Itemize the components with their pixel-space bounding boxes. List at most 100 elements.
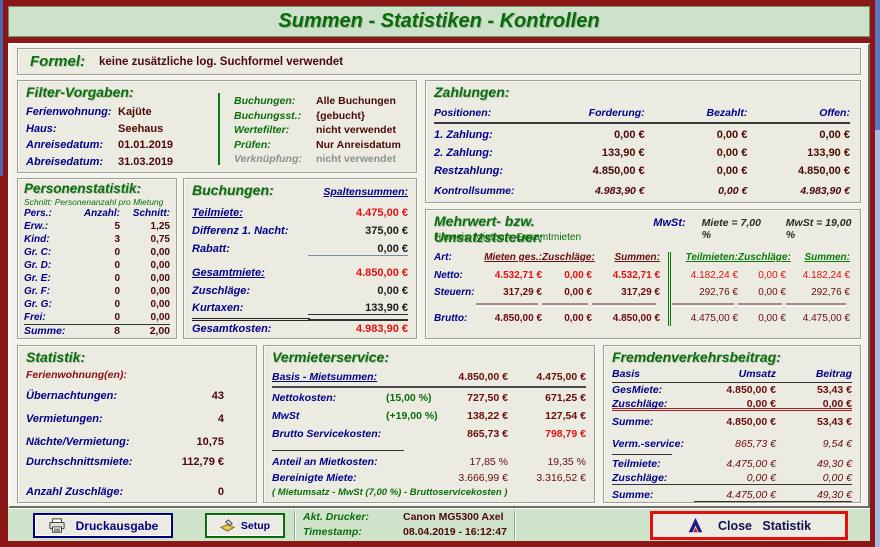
col-summen-1: Summen: [614, 252, 660, 263]
col-art: Art: [434, 252, 452, 263]
stat-value: 43 [211, 390, 224, 402]
vermieterservice-title: Vermieterservice: [272, 349, 390, 365]
person-schnitt: 0,00 [150, 247, 170, 258]
stat-value: 0 [217, 486, 224, 498]
fv-summe-umsatz: 4.475,00 € [694, 489, 776, 502]
filter-row-label: Abreisedatum: [26, 155, 104, 168]
fv-summe1: Summe: 4.850,00 € 53,43 € [612, 416, 852, 428]
title-bar: Summen - Statistiken - Kontrollen [8, 6, 870, 37]
formel-label: Formel: [30, 53, 86, 70]
fv-group1: GesMiete: 4.850,00 € 53,43 € Zuschläge: … [612, 384, 852, 411]
person-anzahl: 0 [114, 247, 120, 258]
setting-value: {gebucht} [316, 109, 366, 122]
filter-row-value: 01.01.2019 [118, 139, 174, 151]
personen-summe: Summe: 8 2,00 [24, 325, 170, 337]
fv-group2: Teilmiete: 4.475,00 € 49,30 € Zuschläge:… [612, 458, 852, 485]
col-positionen: Positionen: [434, 107, 492, 119]
buchung-value: 4.983,90 € [356, 323, 408, 335]
buchungen-divider-right [308, 319, 408, 321]
zahlung-forderung: 133,90 € [601, 147, 645, 159]
person-anzahl: 5 [114, 221, 120, 232]
vs-bereinigt-v2: 3.316,52 € [536, 472, 586, 484]
fv-umsatz: 4.850,00 € [726, 384, 776, 396]
setting-label: Buchungsst.: [234, 109, 302, 122]
section-zahlungen: Zahlungen: Positionen: Forderung: Bezahl… [425, 80, 861, 203]
steuern-value: 317,29 € [503, 287, 542, 298]
steuern-value: 317,29 € [621, 287, 660, 298]
background-window-edge-left [0, 0, 3, 176]
fv-summe-label: Summe: [612, 489, 654, 501]
zahlung-bezahlt: 0,00 € [716, 165, 748, 177]
fv-beitrag: 0,00 € [776, 398, 852, 411]
section-fremdenverkehrsbeitrag: Fremdenverkehrsbeitrag: Basis Umsatz Bei… [603, 345, 861, 503]
vs-note: ( Mietumsatz - MwSt (7,00 %) - Bruttoser… [272, 487, 508, 498]
fv-header: Basis Umsatz Beitrag [612, 368, 852, 383]
zahlungen-rows: 1. Zahlung: 0,00 € 0,00 € 0,00 € 2. Zahl… [434, 126, 850, 180]
person-schnitt: 0,00 [150, 260, 170, 271]
stat-value: 4 [217, 413, 224, 425]
zahlung-label: 1. Zahlung: [434, 129, 493, 141]
fv-service-beitrag: 9,54 € [822, 438, 852, 450]
steuern-value: 292,76 € [811, 287, 850, 298]
stat-value: 10,75 [196, 436, 224, 448]
filter-row-value: Kajüte [118, 106, 152, 118]
fv-beitrag: 49,30 € [816, 458, 852, 470]
setup-label: Setup [240, 519, 271, 532]
person-schnitt: 0,00 [120, 312, 170, 325]
stat-label: Anzahl Zuschläge: [26, 486, 124, 498]
fv-summe-label: Summe: [612, 416, 654, 428]
drucker-label: Akt. Drucker: [303, 511, 369, 523]
col-offen: Offen: [819, 107, 850, 119]
vs-v1: 138,22 € [467, 410, 508, 422]
setting-label: Prüfen: [234, 138, 271, 151]
fv-beitrag: 0,00 € [776, 472, 852, 485]
vs-label: MwSt [272, 410, 300, 422]
buchung-label: Kurtaxen: [192, 302, 244, 314]
person-label: Frei: [24, 312, 70, 325]
vs-basis-v1: 4.850,00 € [458, 371, 508, 383]
statistik-subtitle: Ferienwohnung(en): [26, 369, 127, 381]
col-summen-2: Summen: [804, 252, 850, 263]
vs-v2: 671,25 € [545, 392, 586, 404]
person-schnitt: 0,00 [150, 299, 170, 310]
zahlungen-title: Zahlungen: [434, 84, 510, 100]
zahlung-offen: 4.850,00 € [797, 165, 850, 177]
fv-umsatz: 4.475,00 € [726, 458, 776, 470]
stat-value: 112,79 € [181, 456, 224, 468]
col-bezahlt: Bezahlt: [706, 107, 748, 119]
fv-summe2: Summe: 4.475,00 € 49,30 € [612, 489, 852, 502]
setting-value: nicht verwendet [316, 124, 396, 137]
buchung-value: 4.850,00 € [356, 267, 408, 279]
setup-button[interactable]: Setup [205, 513, 285, 538]
druckausgabe-button[interactable]: Druckausgabe [33, 513, 173, 538]
mwst-label: MwSt: [653, 217, 686, 229]
buchung-value: 0,00 € [377, 285, 408, 297]
section-buchungen: Buchungen: Spaltensummen: Teilmiete: 4.47… [183, 178, 417, 339]
section-statistik: Statistik: Ferienwohnung(en): Übernachtu… [17, 345, 257, 503]
summe-schnitt: 2,00 [149, 325, 170, 337]
kontrollsumme-forderung: 4.983,90 € [595, 185, 645, 197]
fremdenverkehr-title: Fremdenverkehrsbeitrag: [612, 349, 781, 365]
col-pers: Pers.: [24, 208, 52, 219]
fv-summe-umsatz: 4.850,00 € [726, 416, 776, 428]
brutto-label: Brutto: [434, 313, 468, 324]
setting-label: Buchungen: [234, 95, 296, 107]
close-statistik-button[interactable]: Close Statistik [650, 511, 848, 540]
person-anzahl: 0 [114, 273, 120, 284]
vs-anteil-row: Anteil an Mietkosten: 17,85 % 19,35 % [272, 456, 586, 468]
person-anzahl: 0 [114, 299, 120, 310]
mwst-netto-row: Netto: 4.532,71 € 0,00 € 4.532,71 € 4.18… [434, 270, 850, 281]
stat-label: Vermietungen: [26, 413, 103, 425]
vs-label: Nettokosten: [272, 392, 337, 404]
zahlung-offen: 133,90 € [807, 147, 850, 159]
col-zuschlaege-1: Zuschläge: [542, 252, 595, 263]
zahlung-label: Restzahlung: [434, 165, 504, 177]
kontrollsumme-offen: 4.983,90 € [800, 185, 850, 197]
buchungen-title: Buchungen: [192, 182, 274, 198]
netto-label: Netto: [434, 270, 463, 281]
person-label: Gr. C: [24, 247, 52, 258]
col-mieten-ges: Mieten ges.: [484, 252, 542, 263]
vs-basis-v2: 4.475,00 € [536, 371, 586, 383]
brutto-value: 4.475,00 € [690, 313, 738, 324]
